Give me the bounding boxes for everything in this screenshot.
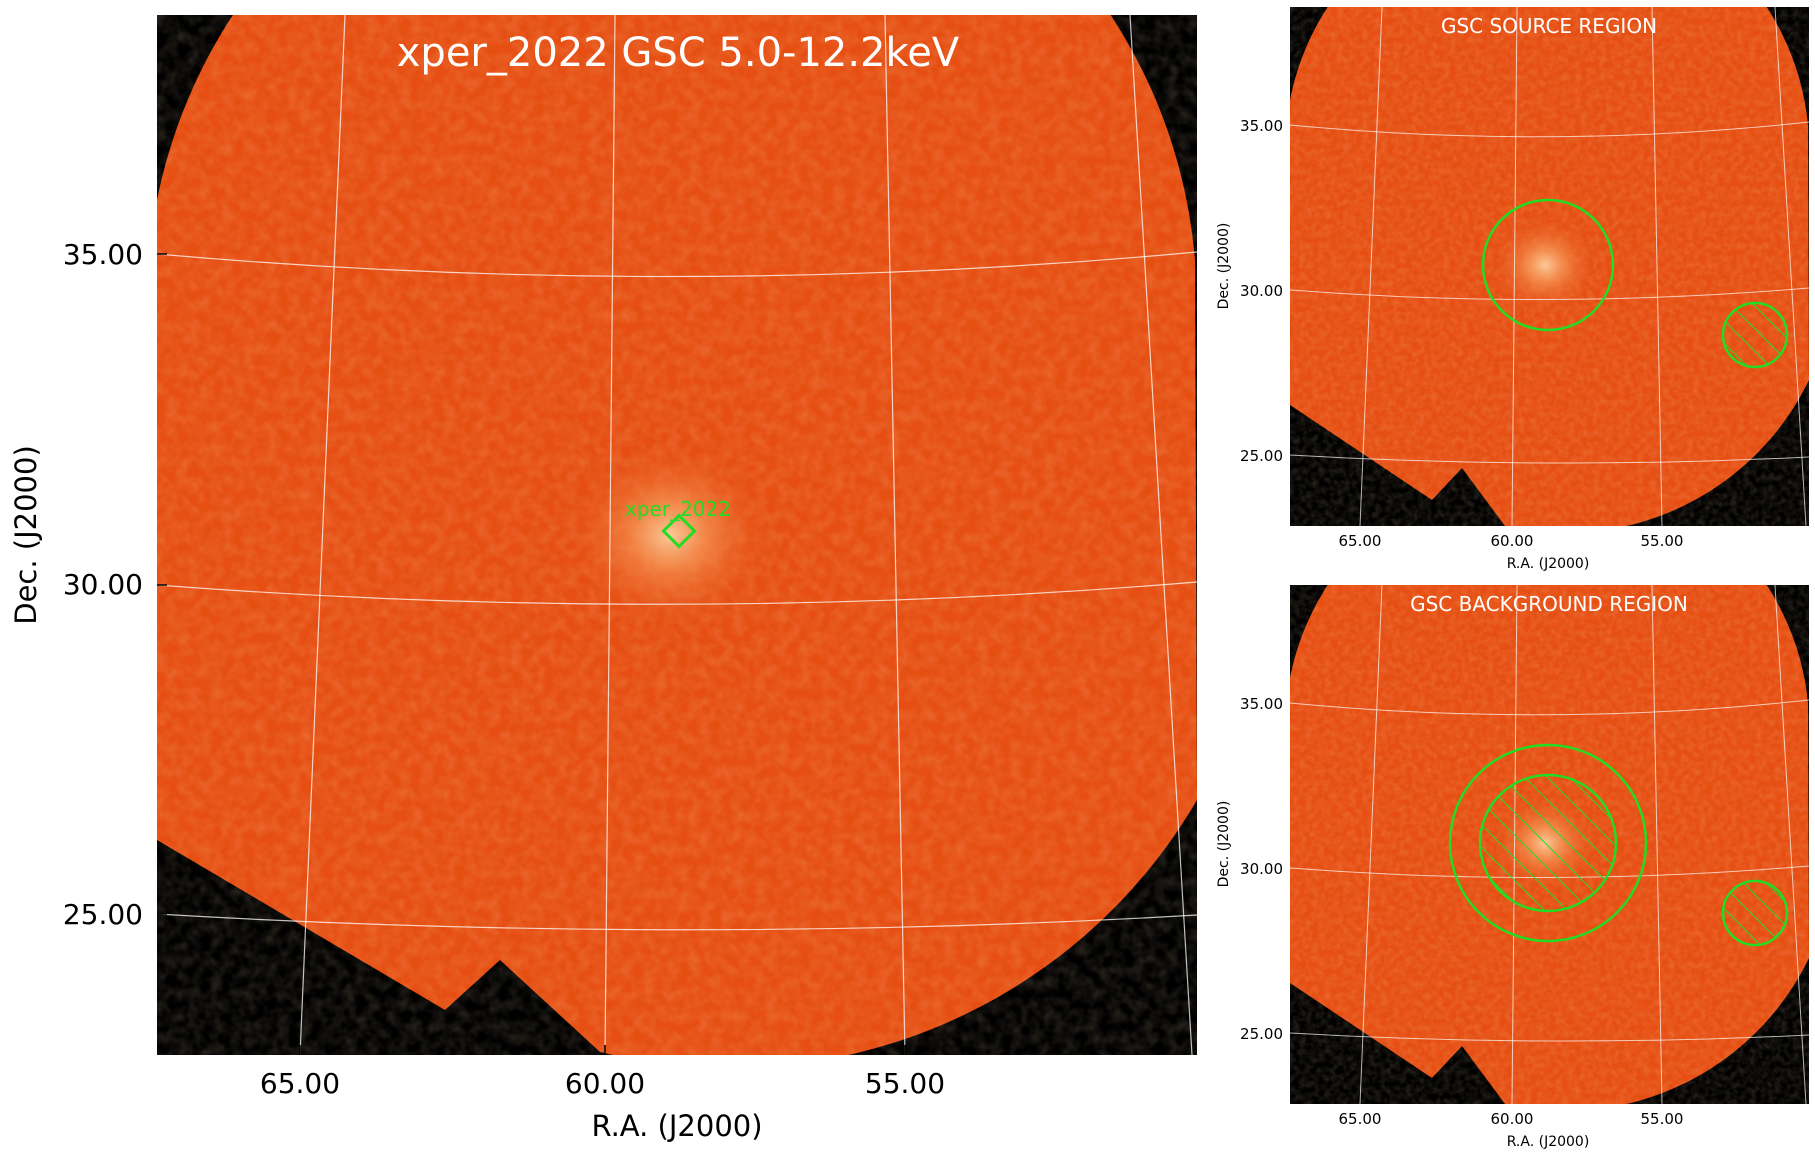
source-grid-dec-30 <box>1290 287 1809 301</box>
background-grid-ra-65 <box>1359 585 1383 1104</box>
main-ytick-35: 35.00 <box>63 238 143 271</box>
main-ytick-30: 30.00 <box>63 568 143 601</box>
background-annulus-inner-hatched <box>1478 773 1618 913</box>
main-panel: xper_2022 GSC 5.0-12.2keV xper_2022 65.0… <box>9 15 1197 1143</box>
main-source-label: xper_2022 <box>625 497 731 521</box>
background-annulus-outer <box>1448 743 1648 943</box>
main-grid-ra-55 <box>884 15 906 1055</box>
main-grid-dec-30 <box>157 581 1197 605</box>
background-xtick-55: 55.00 <box>1641 1110 1684 1128</box>
main-xtick-65: 65.00 <box>260 1067 340 1100</box>
main-title: xper_2022 GSC 5.0-12.2keV <box>397 30 960 76</box>
source-xtick-60: 60.00 <box>1491 532 1534 550</box>
source-bkg-circle-hatched <box>1721 301 1789 369</box>
main-ylabel: Dec. (J2000) <box>9 445 43 625</box>
background-xtick-65: 65.00 <box>1339 1110 1382 1128</box>
source-title: GSC SOURCE REGION <box>1441 14 1657 38</box>
background-bkg-circle-hatched <box>1721 879 1789 947</box>
background-ylabel: Dec. (J2000) <box>1216 801 1232 888</box>
main-source-glow <box>565 440 775 630</box>
source-ytick-35: 35.00 <box>1240 117 1283 135</box>
source-grid-ra-55 <box>1651 7 1663 526</box>
main-grid-dec-25 <box>157 913 1197 931</box>
main-grid-dec-35 <box>157 251 1197 278</box>
background-grid-dec-35 <box>1290 699 1809 716</box>
main-xlabel: R.A. (J2000) <box>591 1109 762 1143</box>
main-xtick-55: 55.00 <box>865 1067 945 1100</box>
source-grid-dec-25 <box>1290 454 1809 464</box>
source-glow <box>1490 215 1600 315</box>
background-ytick-25: 25.00 <box>1240 1025 1283 1043</box>
source-grid-ra-50 <box>1774 7 1807 526</box>
background-xlabel: R.A. (J2000) <box>1507 1134 1590 1150</box>
background-panel: GSC BACKGROUND REGION 65.00 60.00 55.00 … <box>1216 585 1809 1150</box>
source-xlabel: R.A. (J2000) <box>1507 556 1590 572</box>
source-grid-ra-60 <box>1511 7 1518 526</box>
source-region-circle <box>1481 198 1615 332</box>
background-grid-ra-55 <box>1651 585 1663 1104</box>
background-ytick-35: 35.00 <box>1240 695 1283 713</box>
background-ytick-30: 30.00 <box>1240 860 1283 878</box>
main-grid-ra-60 <box>604 15 616 1055</box>
source-ytick-25: 25.00 <box>1240 447 1283 465</box>
source-grid-ra-65 <box>1359 7 1383 526</box>
main-tick-marks <box>157 253 906 1055</box>
source-xtick-65: 65.00 <box>1339 532 1382 550</box>
background-title: GSC BACKGROUND REGION <box>1410 592 1688 616</box>
main-grid-ra-65 <box>299 15 346 1055</box>
source-ylabel: Dec. (J2000) <box>1216 223 1232 310</box>
source-xtick-55: 55.00 <box>1641 532 1684 550</box>
source-grid-dec-35 <box>1290 121 1809 138</box>
source-panel: GSC SOURCE REGION 65.00 60.00 55.00 R.A.… <box>1216 7 1809 572</box>
source-ytick-30: 30.00 <box>1240 282 1283 300</box>
background-grid-ra-50 <box>1774 585 1807 1104</box>
main-source-marker <box>661 513 697 549</box>
main-ytick-25: 25.00 <box>63 898 143 931</box>
background-xtick-60: 60.00 <box>1491 1110 1534 1128</box>
background-grid-dec-25 <box>1290 1032 1809 1042</box>
main-xtick-60: 60.00 <box>565 1067 645 1100</box>
main-grid-ra-50 <box>1129 15 1193 1055</box>
